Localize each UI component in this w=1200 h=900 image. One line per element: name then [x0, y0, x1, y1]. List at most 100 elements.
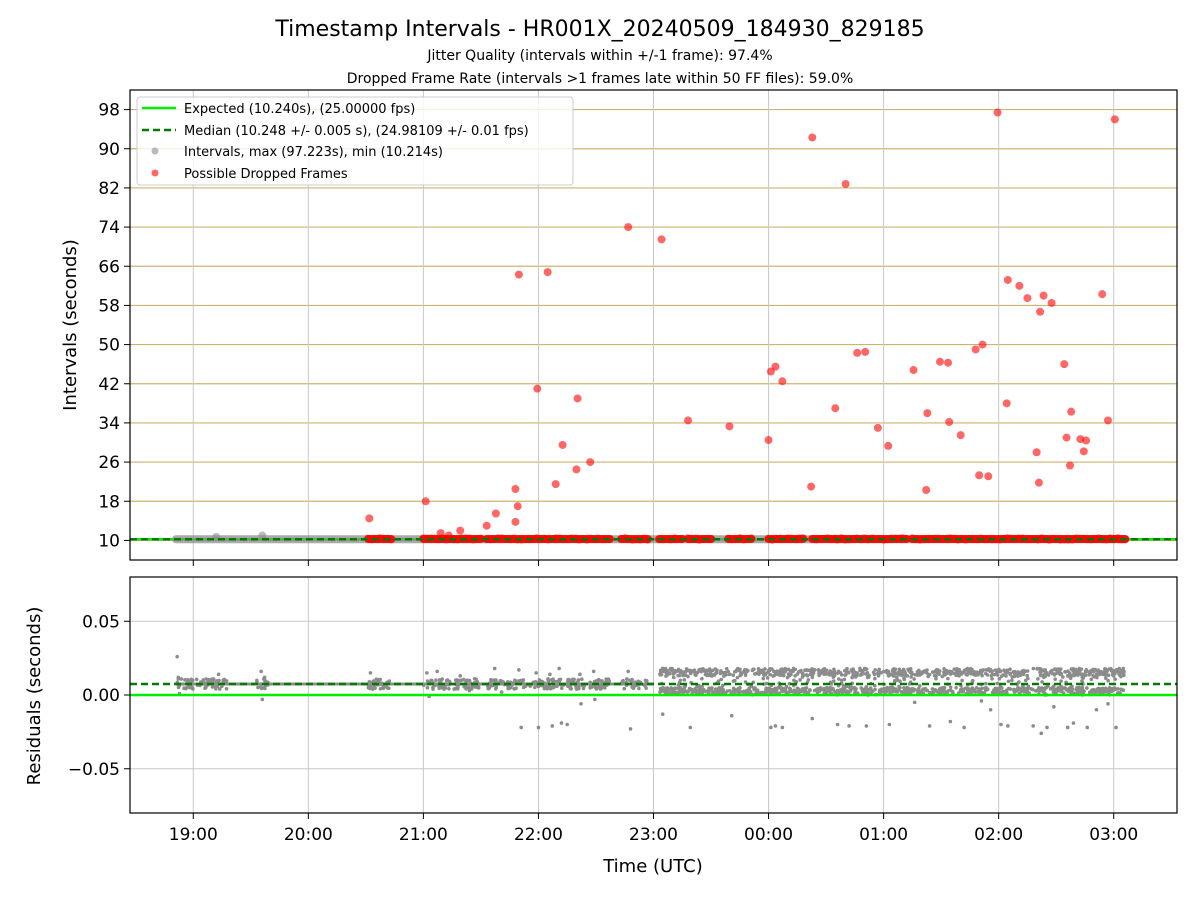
- residuals-x-ticks: 19:00 20:00 21:00 22:00 23:00 00:00 01:00 02:00…: [169, 813, 1138, 845]
- residual-point: [699, 686, 704, 690]
- residual-point: [736, 690, 741, 695]
- residual-point: [946, 688, 951, 693]
- residual-point: [865, 687, 870, 692]
- residual-point: [729, 713, 734, 718]
- residual-point: [387, 679, 392, 683]
- residual-point: [1080, 685, 1085, 690]
- residual-point: [990, 676, 994, 681]
- residual-point: [961, 689, 966, 694]
- intervals-y-tick-label: 26: [98, 453, 120, 473]
- residual-point: [459, 678, 464, 683]
- residual-point: [259, 685, 263, 689]
- dropped-frame-point: [884, 441, 893, 450]
- residual-point: [625, 677, 629, 681]
- residual-point: [999, 690, 1004, 695]
- residual-point: [683, 669, 688, 674]
- residual-point: [1109, 666, 1113, 671]
- residual-point: [1048, 687, 1053, 691]
- residual-point: [1065, 725, 1070, 730]
- residual-point: [1004, 674, 1008, 678]
- dropped-frame-point: [993, 108, 1002, 117]
- residual-point: [847, 724, 851, 728]
- residual-point: [378, 677, 382, 682]
- residual-point: [851, 667, 855, 671]
- dropped-frame-point: [436, 529, 445, 538]
- residuals-points: [175, 654, 1126, 736]
- residual-point: [697, 691, 702, 695]
- residual-point: [996, 689, 1000, 694]
- residual-point: [547, 678, 551, 683]
- residual-point: [942, 667, 946, 671]
- residual-point: [993, 668, 998, 672]
- residual-point: [1114, 725, 1118, 730]
- residuals-reference-lines: [130, 682, 1177, 697]
- residual-point: [1030, 687, 1035, 692]
- residual-point: [688, 669, 693, 674]
- residual-point: [1094, 668, 1099, 672]
- residual-point: [990, 669, 994, 673]
- residual-point: [1106, 673, 1111, 678]
- residual-point: [894, 687, 898, 691]
- residual-point: [622, 686, 627, 691]
- residual-point: [835, 722, 840, 727]
- residual-point: [937, 672, 941, 676]
- dropped-frame-point: [771, 362, 780, 371]
- residual-point: [374, 677, 379, 681]
- residual-point: [1071, 667, 1076, 671]
- dropped-frame-point: [511, 485, 520, 494]
- residual-point: [888, 690, 892, 695]
- residual-point: [968, 690, 973, 695]
- residual-point: [1008, 672, 1013, 676]
- dropped-frame-point: [1067, 407, 1076, 416]
- dropped-frame-point: [586, 458, 595, 467]
- residual-point: [1053, 677, 1057, 681]
- residual-point: [684, 667, 689, 671]
- residual-point: [1040, 687, 1045, 692]
- residual-point: [437, 677, 442, 682]
- residual-point: [678, 685, 683, 690]
- residual-point: [663, 666, 668, 671]
- dropped-frame-point: [1079, 447, 1088, 456]
- residual-point: [995, 681, 999, 686]
- residual-point: [686, 689, 691, 694]
- residual-point: [869, 686, 873, 691]
- residual-point: [572, 677, 576, 682]
- residual-point: [865, 675, 870, 680]
- residual-point: [1045, 725, 1049, 730]
- intervals-y-tick-label: 58: [98, 296, 120, 316]
- residual-point: [1044, 685, 1049, 690]
- residual-point: [978, 688, 983, 692]
- legend-dropped-label: Possible Dropped Frames: [184, 167, 348, 182]
- residual-point: [1001, 673, 1005, 677]
- residual-point: [1035, 667, 1039, 671]
- residual-point: [719, 687, 723, 691]
- residual-point: [894, 689, 899, 694]
- residual-point: [864, 724, 869, 728]
- residual-point: [566, 677, 570, 682]
- residual-point: [894, 675, 899, 680]
- dropped-frame-point: [657, 235, 666, 244]
- residual-point: [658, 673, 663, 677]
- residual-point: [447, 686, 451, 691]
- residual-point: [425, 671, 429, 675]
- residual-point: [1040, 680, 1044, 684]
- residual-point: [704, 672, 708, 677]
- residual-point: [761, 676, 766, 681]
- residual-point: [658, 689, 663, 693]
- residual-point: [876, 674, 881, 678]
- residual-point: [770, 667, 774, 671]
- x-tick-label: 01:00: [859, 825, 908, 845]
- residual-point: [898, 668, 902, 673]
- residual-point: [851, 673, 855, 678]
- residual-point: [674, 690, 678, 695]
- residual-point: [1005, 670, 1010, 674]
- dropped-frame-point: [573, 394, 582, 403]
- residual-point: [1061, 675, 1065, 679]
- residual-point: [926, 674, 930, 679]
- residual-point: [810, 716, 815, 721]
- residual-point: [831, 672, 836, 677]
- residual-point: [521, 685, 526, 690]
- residual-point: [202, 681, 207, 685]
- residual-point: [921, 687, 925, 691]
- residual-point: [1002, 689, 1006, 694]
